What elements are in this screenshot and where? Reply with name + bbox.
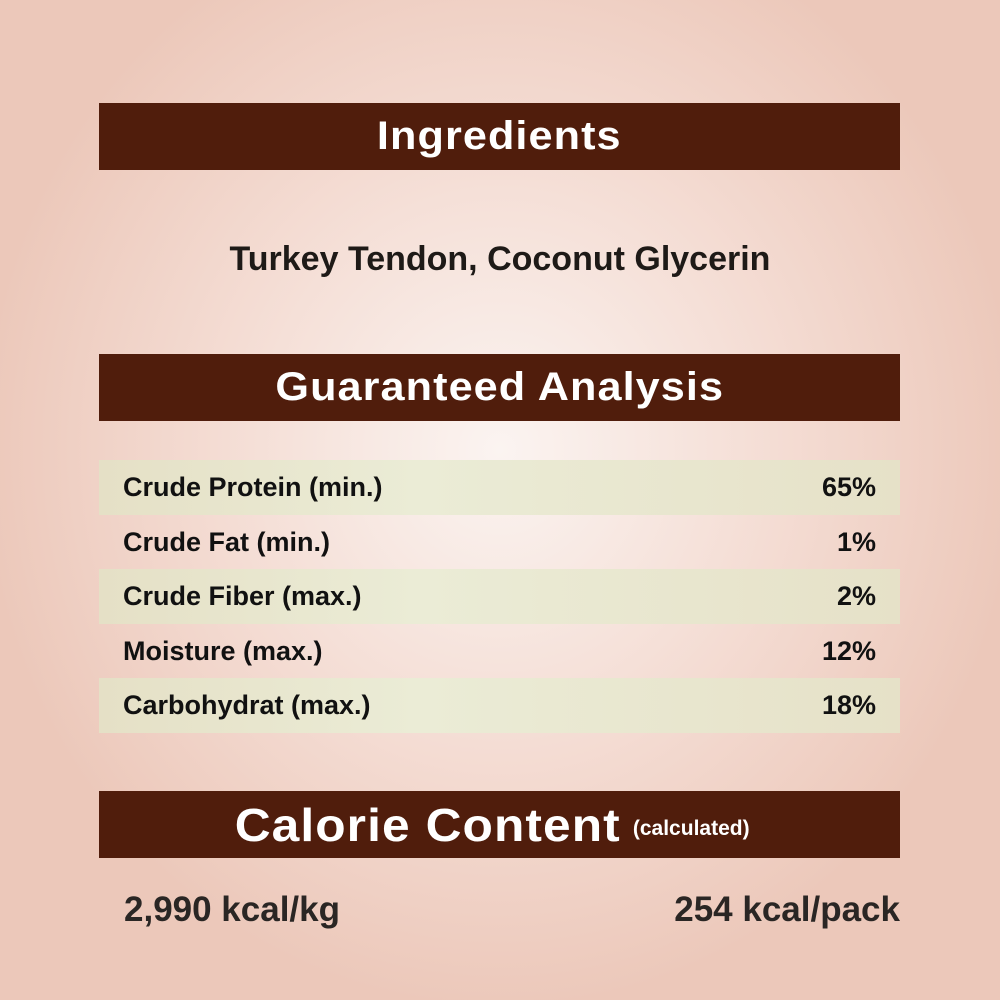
ingredients-banner: Ingredients — [99, 103, 900, 170]
analysis-title: Guaranteed Analysis — [275, 365, 724, 409]
row-label: Carbohydrat (max.) — [123, 690, 371, 720]
row-label: Moisture (max.) — [123, 636, 323, 666]
row-value: 1% — [836, 527, 876, 557]
kcal-per-kg: 2,990 kcal/kg — [124, 890, 340, 929]
row-value: 12% — [821, 636, 876, 666]
row-label: Crude Protein (min.) — [123, 472, 383, 502]
calorie-title: Calorie Content — [235, 798, 622, 851]
analysis-row: Crude Protein (min.) 65% — [99, 460, 900, 515]
calorie-subtitle: (calculated) — [632, 816, 750, 840]
row-label: Crude Fiber (max.) — [123, 581, 362, 611]
row-label: Crude Fat (min.) — [123, 527, 330, 557]
row-value: 2% — [836, 581, 876, 611]
row-value: 18% — [821, 690, 876, 720]
ingredients-text: Turkey Tendon, Coconut Glycerin — [229, 240, 771, 278]
analysis-row: Crude Fiber (max.) 2% — [99, 569, 900, 624]
analysis-banner: Guaranteed Analysis — [99, 354, 900, 421]
analysis-row: Crude Fat (min.) 1% — [99, 515, 900, 570]
calorie-banner: Calorie Content (calculated) — [99, 791, 900, 858]
row-value: 65% — [821, 472, 876, 502]
analysis-row: Carbohydrat (max.) 18% — [99, 678, 900, 733]
kcal-per-pack: 254 kcal/pack — [674, 890, 900, 929]
analysis-row: Moisture (max.) 12% — [99, 624, 900, 679]
ingredients-title: Ingredients — [377, 114, 622, 158]
